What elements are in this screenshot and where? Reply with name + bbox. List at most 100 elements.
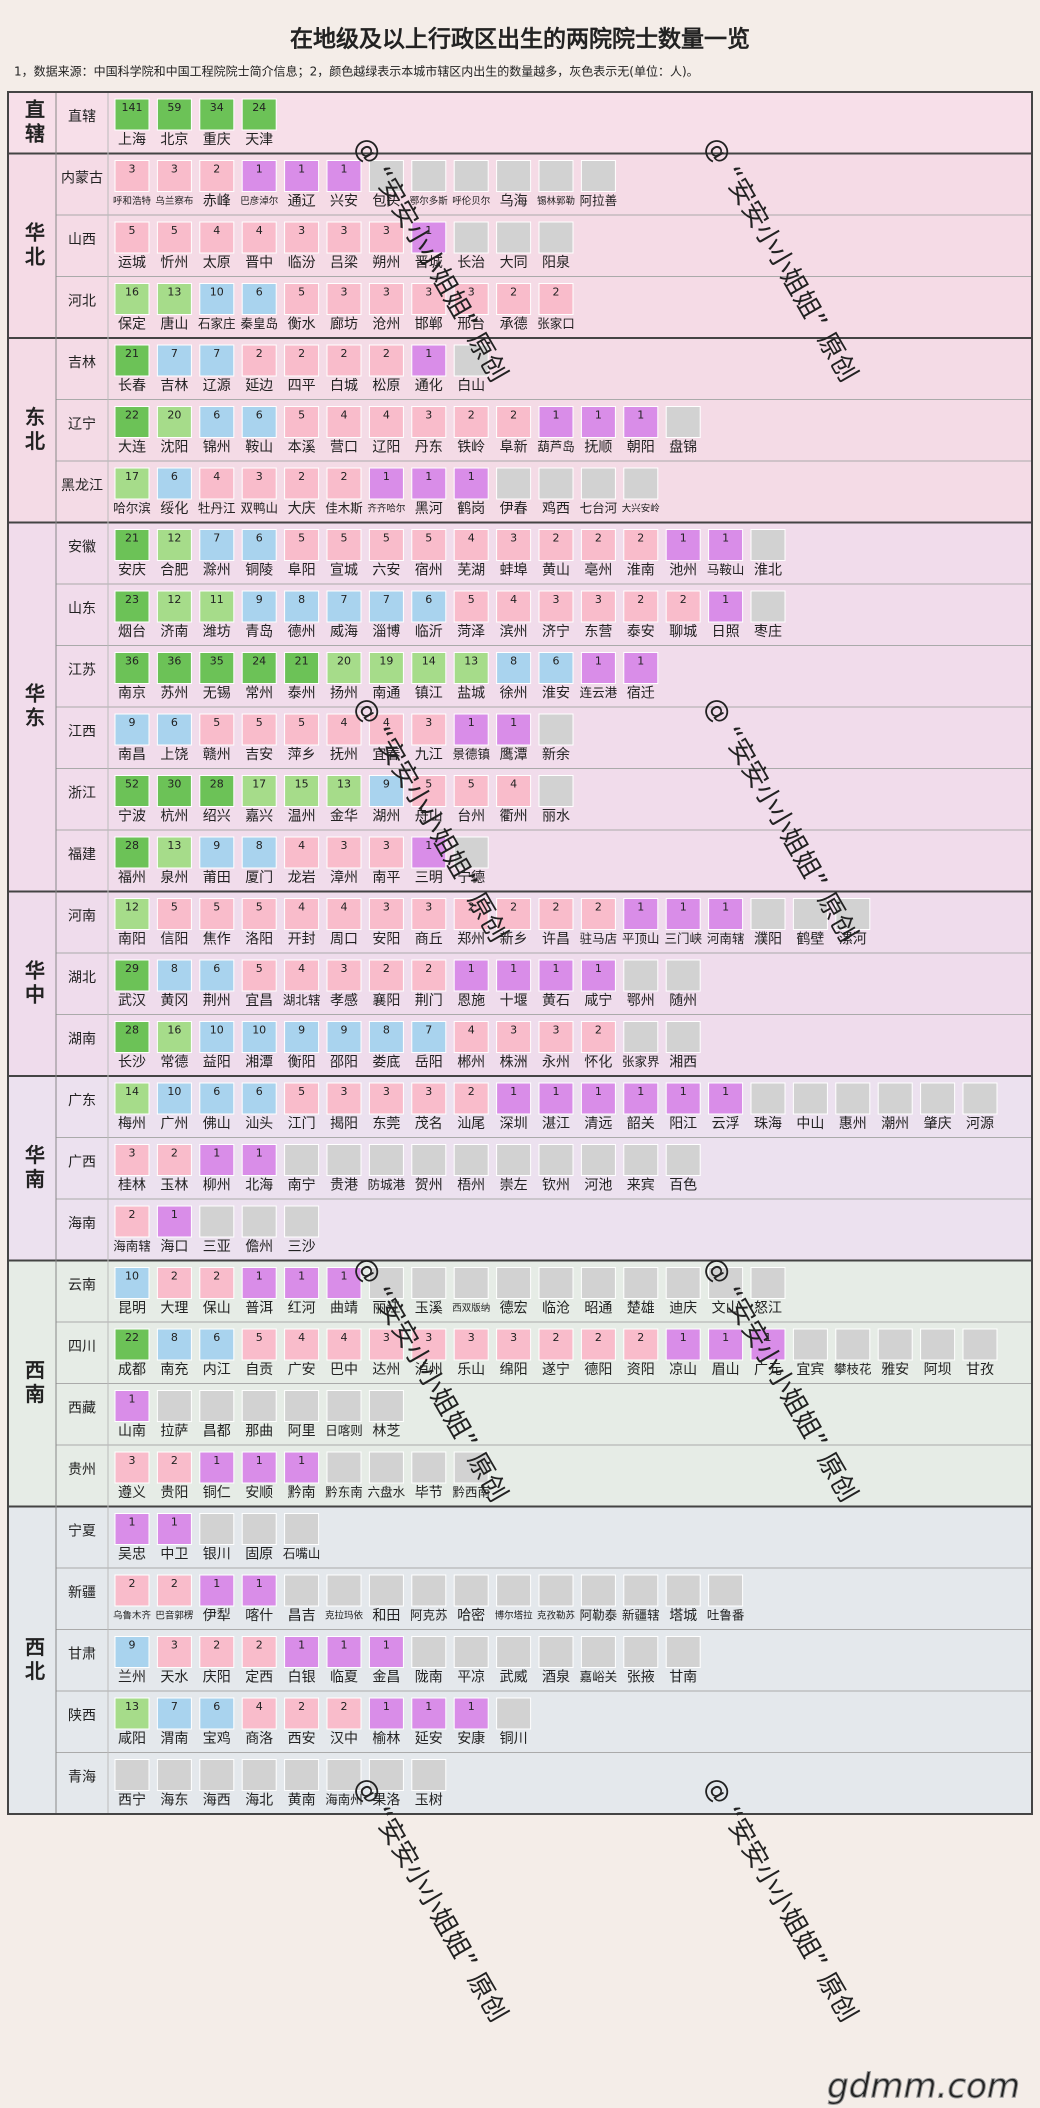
- city-name: 株洲: [500, 1055, 528, 1071]
- city-name: 阿勒泰: [580, 1608, 618, 1623]
- value-cell: [199, 344, 235, 377]
- value-cell: [114, 467, 150, 500]
- city-name: 博尔塔拉: [495, 1610, 534, 1622]
- city-name: 曲靖: [330, 1301, 358, 1317]
- cell-value: 5: [425, 778, 432, 791]
- city-name: 定西: [245, 1670, 273, 1686]
- empty-cell: [199, 1759, 235, 1791]
- city-name: 洛阳: [245, 932, 273, 948]
- cell-value: 1: [298, 1639, 305, 1652]
- value-cell: [156, 221, 192, 254]
- value-cell: [496, 1021, 532, 1053]
- cell-value: 3: [510, 532, 517, 545]
- city-name: 南宁: [288, 1177, 316, 1194]
- value-cell: [453, 283, 489, 315]
- cell-value: 4: [298, 839, 305, 852]
- city-name: 承德: [500, 317, 528, 333]
- city-name: 吴忠: [118, 1547, 146, 1563]
- value-cell: [241, 590, 277, 623]
- table-border: [7, 91, 1033, 1815]
- city-name: 乌海: [500, 194, 528, 210]
- cell-value: 8: [256, 839, 263, 852]
- value-cell: [326, 1697, 362, 1730]
- value-cell: [326, 160, 362, 192]
- city-name: 包头: [372, 194, 400, 210]
- cell-value: 1: [129, 1393, 136, 1406]
- cell-value: 7: [425, 1024, 432, 1037]
- empty-cell: [496, 221, 532, 254]
- value-cell: [496, 406, 532, 438]
- cell-value: 6: [425, 593, 432, 606]
- value-cell: [453, 775, 489, 807]
- cell-value: 2: [129, 1577, 136, 1590]
- cell-value: 17: [252, 778, 266, 791]
- city-name: 衡阳: [288, 1055, 316, 1071]
- city-name: 广州: [160, 1116, 188, 1132]
- city-name: 宁波: [118, 808, 146, 825]
- city-name: 宜宾: [796, 1362, 824, 1378]
- cell-value: 8: [171, 962, 178, 975]
- value-cell: [411, 1328, 447, 1361]
- city-name: 黄石: [542, 992, 570, 1009]
- city-name: 江门: [288, 1116, 316, 1132]
- province-name: 河北: [68, 294, 96, 310]
- empty-cell: [623, 1267, 659, 1299]
- city-name: 徐州: [500, 686, 528, 702]
- value-cell: [114, 1451, 150, 1484]
- city-name: 和田: [372, 1608, 400, 1624]
- value-cell: [453, 713, 489, 746]
- empty-cell: [920, 1328, 956, 1361]
- value-cell: [538, 406, 574, 438]
- city-name: 珠海: [754, 1116, 782, 1132]
- cell-value: 52: [125, 778, 139, 791]
- value-cell: [411, 590, 447, 623]
- cell-value: 7: [171, 347, 178, 360]
- value-cell: [538, 590, 574, 623]
- cell-value: 2: [213, 1639, 220, 1652]
- city-name: 驻马店: [580, 931, 618, 946]
- value-cell: [326, 898, 362, 930]
- value-cell: [156, 652, 192, 684]
- empty-cell: [453, 836, 489, 869]
- city-name: 吉林: [160, 378, 188, 394]
- value-cell: [453, 1328, 489, 1361]
- empty-cell: [623, 1636, 659, 1668]
- city-name: 固原: [245, 1547, 273, 1563]
- region-name: 东北: [22, 405, 46, 454]
- cell-value: 6: [256, 409, 263, 422]
- empty-cell: [453, 1574, 489, 1607]
- city-name: 朝阳: [627, 440, 655, 456]
- city-name: 广元: [754, 1362, 782, 1378]
- city-name: 南阳: [118, 932, 146, 948]
- city-name: 西宁: [118, 1792, 146, 1809]
- value-cell: [368, 590, 404, 623]
- city-name: 温州: [288, 809, 316, 825]
- city-name: 儋州: [245, 1239, 273, 1255]
- city-name: 黄冈: [160, 992, 188, 1009]
- value-cell: [114, 1513, 150, 1545]
- province-name: 江苏: [68, 663, 96, 679]
- cell-value: 1: [213, 1454, 220, 1467]
- value-cell: [156, 283, 192, 315]
- cell-value: 8: [171, 1331, 178, 1344]
- value-cell: [199, 529, 235, 561]
- value-cell: [241, 775, 277, 807]
- city-name: 宁德: [457, 869, 485, 886]
- value-cell: [284, 1636, 320, 1668]
- value-cell: [411, 1697, 447, 1730]
- value-cell: [368, 1021, 404, 1053]
- empty-cell: [538, 1144, 574, 1176]
- cell-value: 36: [125, 655, 139, 668]
- city-name: 鹤岗: [457, 501, 485, 517]
- cell-value: 10: [125, 1270, 139, 1283]
- city-name: 赤峰: [203, 194, 231, 210]
- cell-value: 5: [298, 716, 305, 729]
- cell-value: 2: [637, 532, 644, 545]
- value-cell: [284, 1328, 320, 1361]
- cell-value: 5: [256, 901, 263, 914]
- cell-value: 24: [252, 655, 266, 668]
- city-name: 克拉玛依: [325, 1610, 364, 1622]
- site-footer: gdmm.com: [827, 2067, 1020, 2107]
- cell-value: 1: [298, 1454, 305, 1467]
- value-cell: [156, 406, 192, 438]
